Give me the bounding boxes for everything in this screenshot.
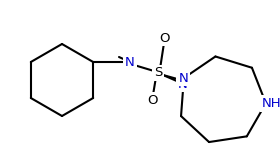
Text: O: O (160, 32, 170, 45)
Text: N: N (125, 56, 135, 69)
Text: O: O (147, 93, 157, 106)
Text: S: S (154, 67, 162, 80)
Text: N: N (178, 78, 188, 91)
Text: N: N (179, 71, 189, 84)
Text: NH: NH (262, 97, 280, 110)
